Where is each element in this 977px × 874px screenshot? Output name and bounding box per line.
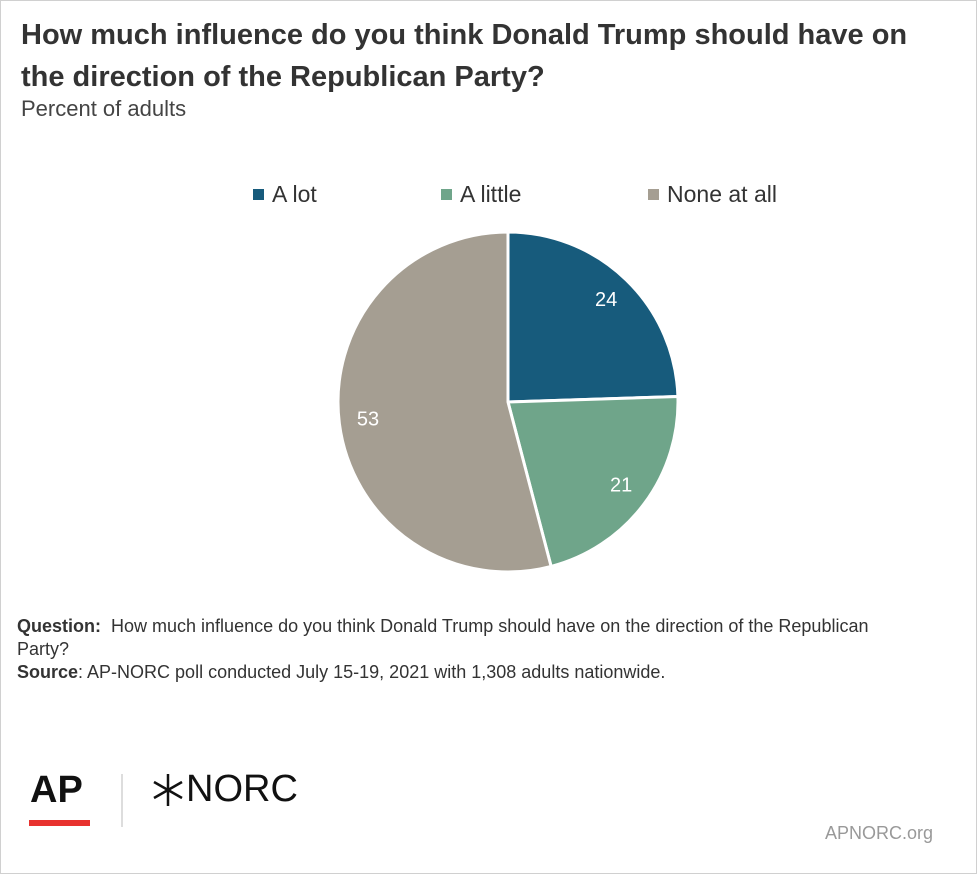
ap-logo: AP — [30, 769, 83, 811]
data-label: 24 — [595, 289, 617, 311]
legend-label: A little — [460, 181, 521, 207]
notes: Question: How much influence do you thin… — [17, 615, 897, 684]
ap-logo-bar — [29, 820, 90, 826]
data-label: 21 — [610, 475, 632, 497]
data-label: 53 — [357, 408, 379, 430]
norc-star — [153, 774, 183, 806]
legend-swatch — [253, 189, 264, 200]
website: APNORC.org — [825, 823, 933, 843]
legend-swatch — [441, 189, 452, 200]
pie-slice — [336, 230, 553, 574]
chart-title: How much influence do you think Donald T… — [21, 19, 908, 93]
pie-slice — [506, 230, 680, 404]
source-note: Source: AP-NORC poll conducted July 15-1… — [17, 661, 897, 684]
source-text: : AP-NORC poll conducted July 15-19, 202… — [78, 662, 666, 682]
legend-label: A lot — [272, 181, 317, 207]
pie-slice — [506, 395, 680, 569]
question-label: Question: — [17, 616, 101, 636]
question-note: Question: How much influence do you thin… — [17, 615, 897, 661]
legend-swatch — [648, 189, 659, 200]
chart-subtitle: Percent of adults — [21, 96, 187, 121]
source-label: Source — [17, 662, 79, 682]
legend-label: None at all — [667, 181, 777, 207]
norc-logo: NORC — [186, 768, 298, 810]
question-text: How much influence do you think Donald T… — [17, 616, 869, 659]
